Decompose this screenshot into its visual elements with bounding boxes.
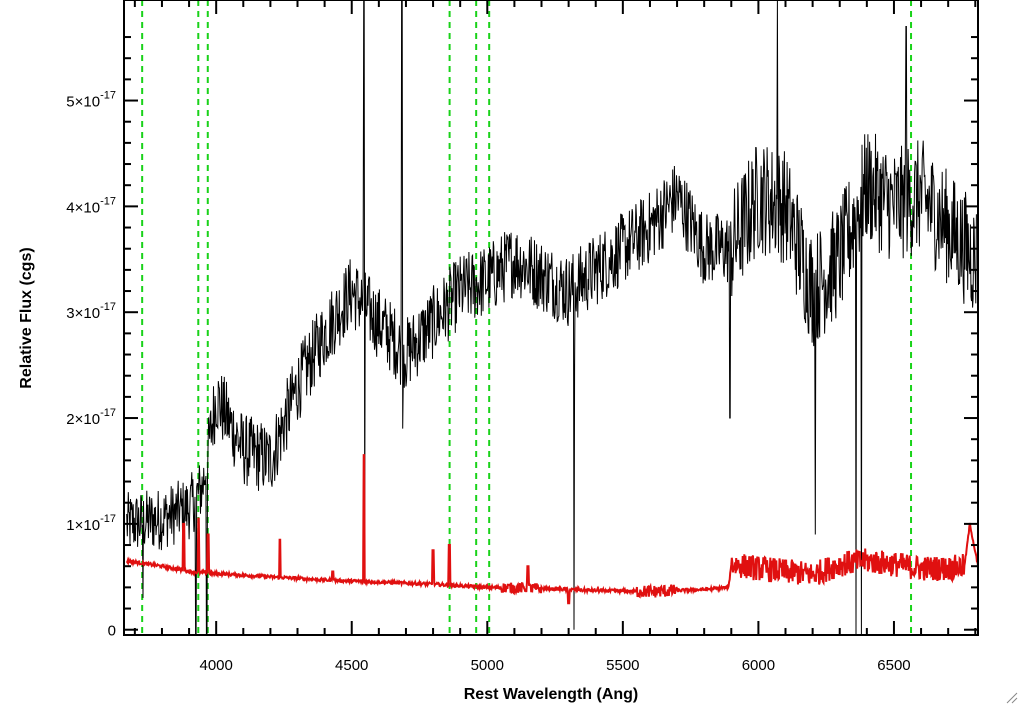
model-spectrum-line — [125, 454, 978, 605]
observed-spectrum-group — [126, 0, 977, 635]
x-tick-label: 6000 — [742, 657, 775, 674]
y-tick-label: 0 — [108, 623, 116, 640]
x-tick-label: 5500 — [606, 657, 639, 674]
y-axis-title: Relative Flux (cgs) — [18, 247, 35, 388]
plot-frame — [123, 0, 979, 636]
y-tick-label: 5×10-17 — [66, 90, 116, 111]
x-tick-label: 6500 — [877, 657, 910, 674]
x-axis-title: Rest Wavelength (Ang) — [464, 686, 639, 703]
model-spectrum-group — [125, 454, 978, 605]
resize-grip-icon[interactable] — [1004, 690, 1018, 704]
y-tick-label: 1×10-17 — [66, 513, 116, 534]
observed-spectrum-line — [126, 0, 977, 635]
x-tick-label: 4500 — [335, 657, 368, 674]
x-tick-label: 4000 — [199, 657, 232, 674]
y-tick-label: 3×10-17 — [66, 301, 116, 322]
y-tick-label: 2×10-17 — [66, 407, 116, 428]
x-axis: 4000 4500 5000 5500 6000 6500 — [133, 0, 977, 674]
y-axis: 0 1×10-17 2×10-17 3×10-17 4×10-17 5×10-17 — [66, 36, 978, 640]
y-tick-label: 4×10-17 — [66, 195, 116, 216]
x-tick-label: 5000 — [471, 657, 504, 674]
